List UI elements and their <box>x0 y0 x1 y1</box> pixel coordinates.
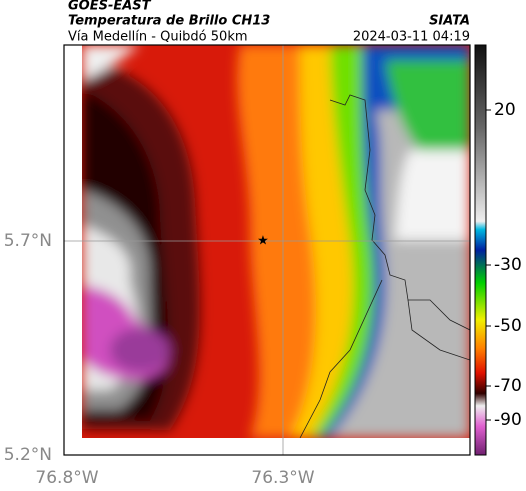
lon-label: 76.8°W <box>35 468 98 488</box>
title: Temperatura de Brillo CH13 <box>68 14 270 29</box>
svg-text:★: ★ <box>257 234 269 249</box>
colorbar-tick-label: 20 <box>494 100 516 120</box>
subtitle: Vía Medellín - Quibdó 50km <box>68 30 248 45</box>
lon-label: 76.3°W <box>251 468 314 488</box>
colorbar-ticks: 20 -30 -50 -70 -90 <box>486 100 522 430</box>
satellite-image <box>82 45 470 438</box>
map-frame <box>63 44 471 456</box>
source: GOES-EAST <box>68 0 152 14</box>
lat-label: 5.7°N <box>4 231 52 251</box>
lat-label: 5.2°N <box>4 445 52 465</box>
colorbar-tick-label: -50 <box>494 316 522 336</box>
colorbar <box>474 44 487 456</box>
colorbar-tick-label: -70 <box>494 376 522 396</box>
colorbar-tick-label: -30 <box>494 255 522 275</box>
agency: SIATA <box>429 14 470 29</box>
colorbar-tick-label: -90 <box>494 410 522 430</box>
timestamp: 2024-03-11 04:19 <box>353 30 470 45</box>
